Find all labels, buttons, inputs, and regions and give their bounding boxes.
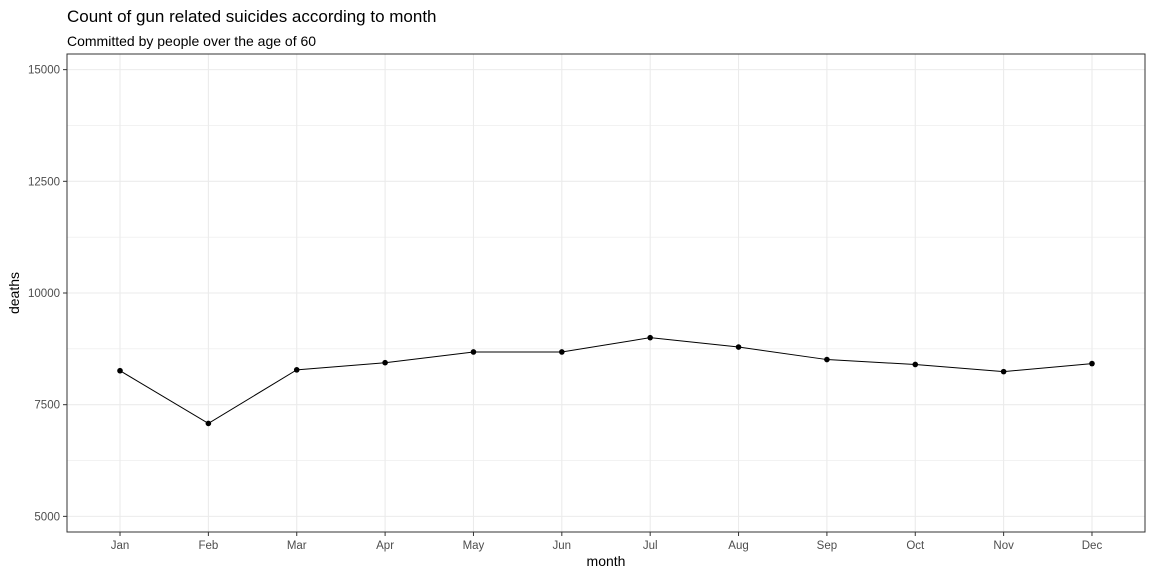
chart-title: Count of gun related suicides according … (67, 7, 437, 26)
x-tick-label: May (463, 540, 485, 552)
y-axis-title: deaths (6, 272, 22, 314)
data-point (1089, 360, 1095, 367)
chart-subtitle: Committed by people over the age of 60 (67, 33, 316, 49)
x-tick-label: Jan (111, 540, 130, 552)
series-line (119, 337, 1093, 425)
x-tick-label: Sep (817, 540, 837, 552)
x-tick-label: Mar (287, 540, 307, 552)
x-tick-label: Jun (553, 540, 572, 552)
data-point (470, 349, 477, 355)
panel-border (66, 53, 1146, 533)
grid (67, 54, 1145, 532)
data-point (735, 344, 742, 350)
data-point (824, 356, 830, 363)
x-tick-label: Oct (906, 540, 925, 552)
x-tick-label: Apr (376, 540, 394, 552)
data-point (117, 367, 123, 374)
data-point (912, 361, 919, 368)
x-tick-label: Aug (728, 540, 748, 552)
x-tick-label: Feb (198, 540, 218, 552)
data-points (117, 334, 1095, 427)
x-tick-label: Dec (1082, 540, 1103, 552)
data-point (647, 334, 653, 341)
x-tick-label: Jul (643, 540, 658, 552)
data-point (1000, 368, 1007, 375)
y-tick-label: 15000 (28, 65, 60, 77)
y-tick-label: 12500 (28, 176, 60, 188)
data-point (205, 420, 212, 427)
axis-ticks: 5000 7500 10000 12500 15000 Jan Feb Mar Apr May Ju… (28, 65, 1102, 552)
series-line-group (119, 337, 1093, 425)
y-tick-label: 5000 (34, 511, 60, 523)
y-tick-label: 7500 (34, 400, 60, 412)
x-axis-title: month (587, 553, 626, 569)
x-tick-label: Nov (993, 540, 1014, 552)
y-tick-label: 10000 (28, 288, 60, 300)
data-point (293, 367, 300, 373)
data-point (559, 349, 565, 355)
data-point (382, 359, 388, 366)
